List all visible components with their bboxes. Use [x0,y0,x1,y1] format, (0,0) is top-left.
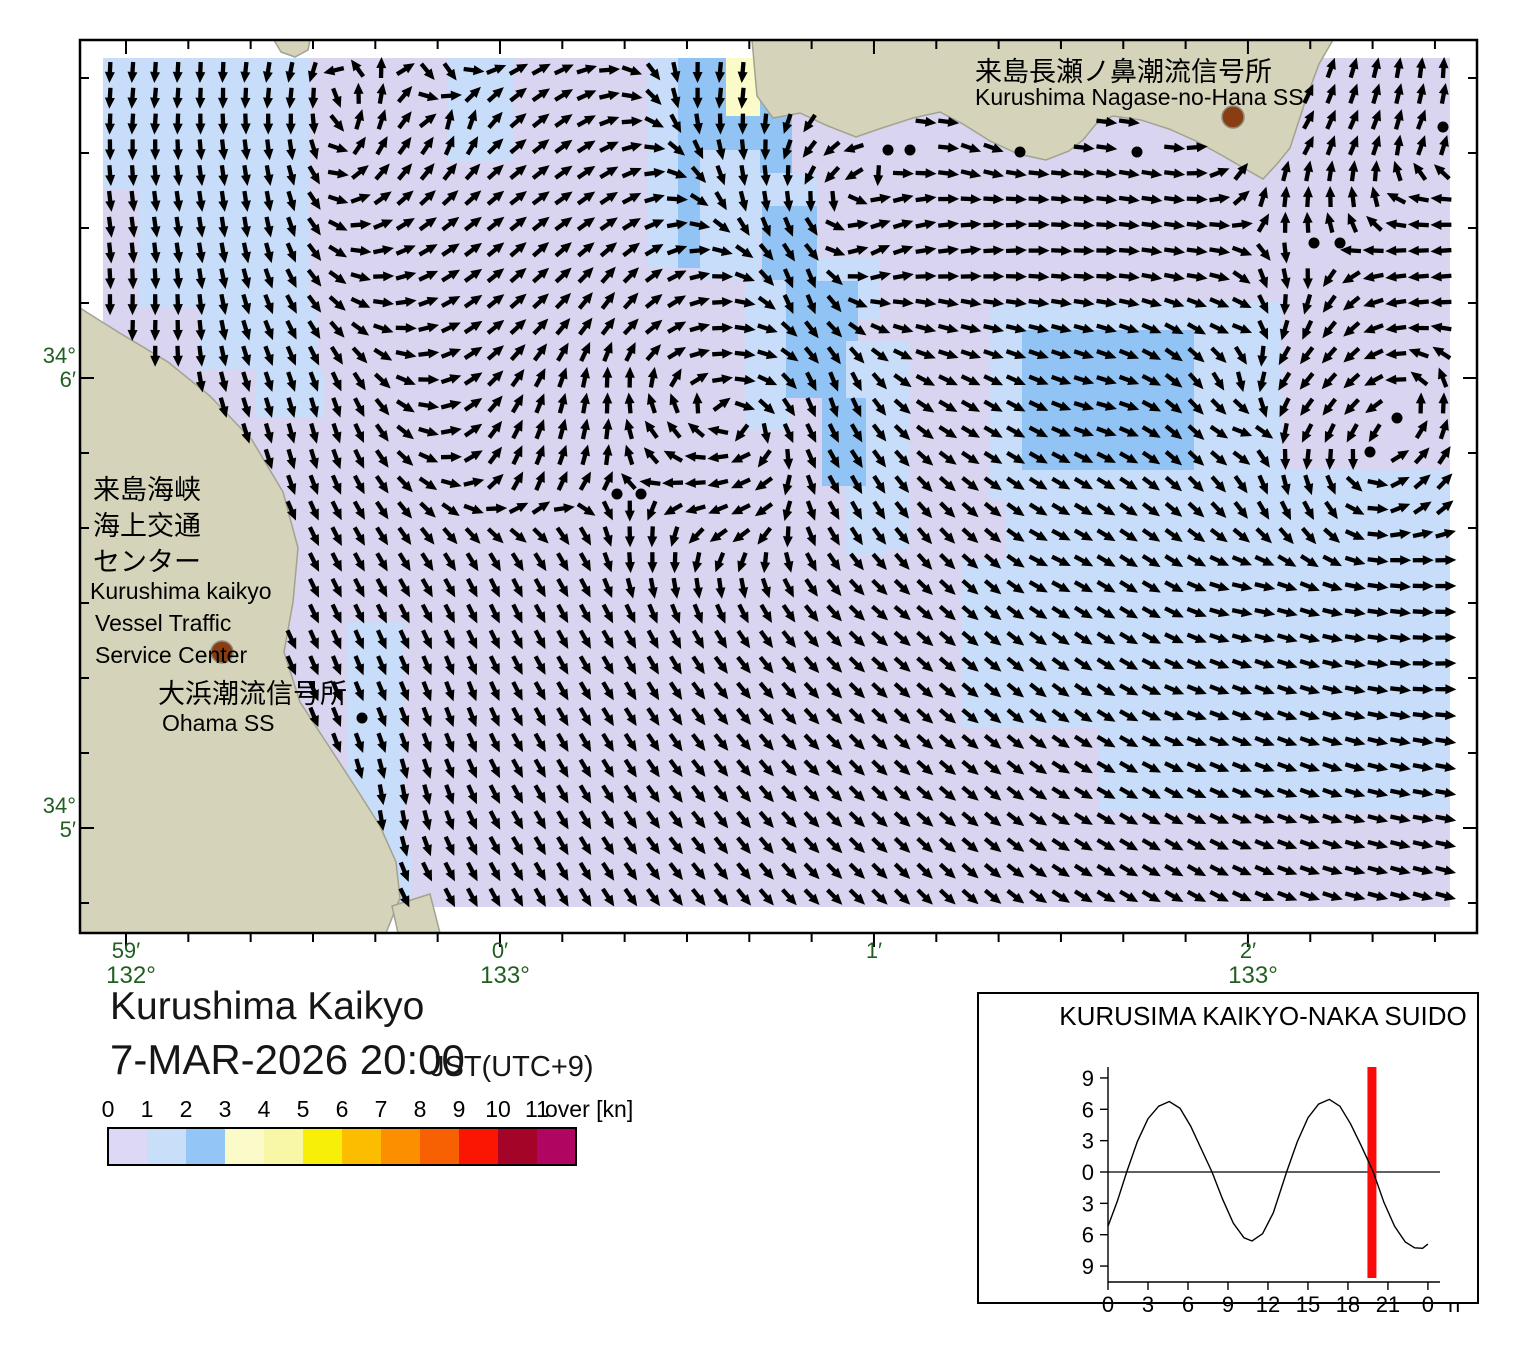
svg-text:9: 9 [1222,1292,1234,1317]
vts-label-jp-1: 来島海峡 [93,475,201,505]
legend-tick-label: 10 [485,1096,511,1122]
vts-label-en-3: Service Center [95,642,248,668]
svg-text:3: 3 [1142,1292,1154,1317]
x-axis-label-degree: 132° [106,962,156,989]
svg-text:9: 9 [1082,1254,1094,1279]
station-label-ohama-en: Ohama SS [162,710,275,736]
current-vector-map [78,38,1479,947]
legend-tick-label: 5 [296,1096,310,1122]
legend-tick-label: 4 [257,1096,271,1122]
x-axis-label-degree: 133° [480,962,530,989]
legend-over-label: over [kn] [545,1096,634,1122]
inset-title: KURUSIMA KAIKYO-NAKA SUIDO [1059,1001,1466,1031]
svg-text:0: 0 [1422,1292,1434,1317]
vts-label-en-1: Kurushima kaikyo [90,578,272,604]
svg-text:6: 6 [1182,1292,1194,1317]
vts-label-jp-3: センター [93,547,201,577]
svg-text:0: 0 [1102,1292,1114,1317]
svg-text:6: 6 [1082,1097,1094,1122]
legend-tick-label: 3 [218,1096,232,1122]
legend-tick-label: 11 [525,1096,549,1122]
station-label-nagase-jp: 来島長瀬ノ鼻潮流信号所 [975,57,1272,87]
station-label-nagase-en: Kurushima Nagase-no-Hana SS [975,84,1304,110]
legend-tick-label: 9 [452,1096,466,1122]
legend-tick-label: 7 [374,1096,388,1122]
legend-tick-label: 8 [413,1096,427,1122]
svg-text:6: 6 [1082,1223,1094,1248]
y-axis-label: 34° 6′ [42,343,76,392]
speed-colorbar [107,1127,577,1166]
y-axis-label: 34° 5′ [42,793,76,842]
svg-text:9: 9 [1082,1066,1094,1091]
svg-text:3: 3 [1082,1129,1094,1154]
legend-tick-label: 2 [179,1096,193,1122]
svg-text:3: 3 [1082,1191,1094,1216]
page-title: Kurushima Kaikyo [110,985,425,1028]
station-label-ohama-jp: 大浜潮流信号所 [158,679,347,709]
svg-text:0: 0 [1082,1160,1094,1185]
vts-label-en-2: Vessel Traffic [95,610,232,636]
datetime-label: 7-MAR-2026 20:00 [110,1036,465,1083]
svg-text:18: 18 [1336,1292,1360,1317]
x-axis-label-degree: 133° [1228,962,1278,989]
x-axis-label-minute: 2′ [1239,938,1257,963]
svg-text:12: 12 [1256,1292,1280,1317]
legend-tick-label: 0 [101,1096,115,1122]
vts-label-jp-2: 海上交通 [93,511,201,541]
x-axis-label-minute: 0′ [491,938,509,963]
legend-tick-label: 1 [140,1096,154,1122]
svg-text:21: 21 [1376,1292,1400,1317]
timezone-label: JST(UTC+9) [430,1051,594,1083]
x-axis-label-minute: 1′ [865,938,883,963]
svg-text:15: 15 [1296,1292,1320,1317]
x-axis-label-minute: 59′ [111,938,141,963]
legend-tick-label: 6 [335,1096,349,1122]
